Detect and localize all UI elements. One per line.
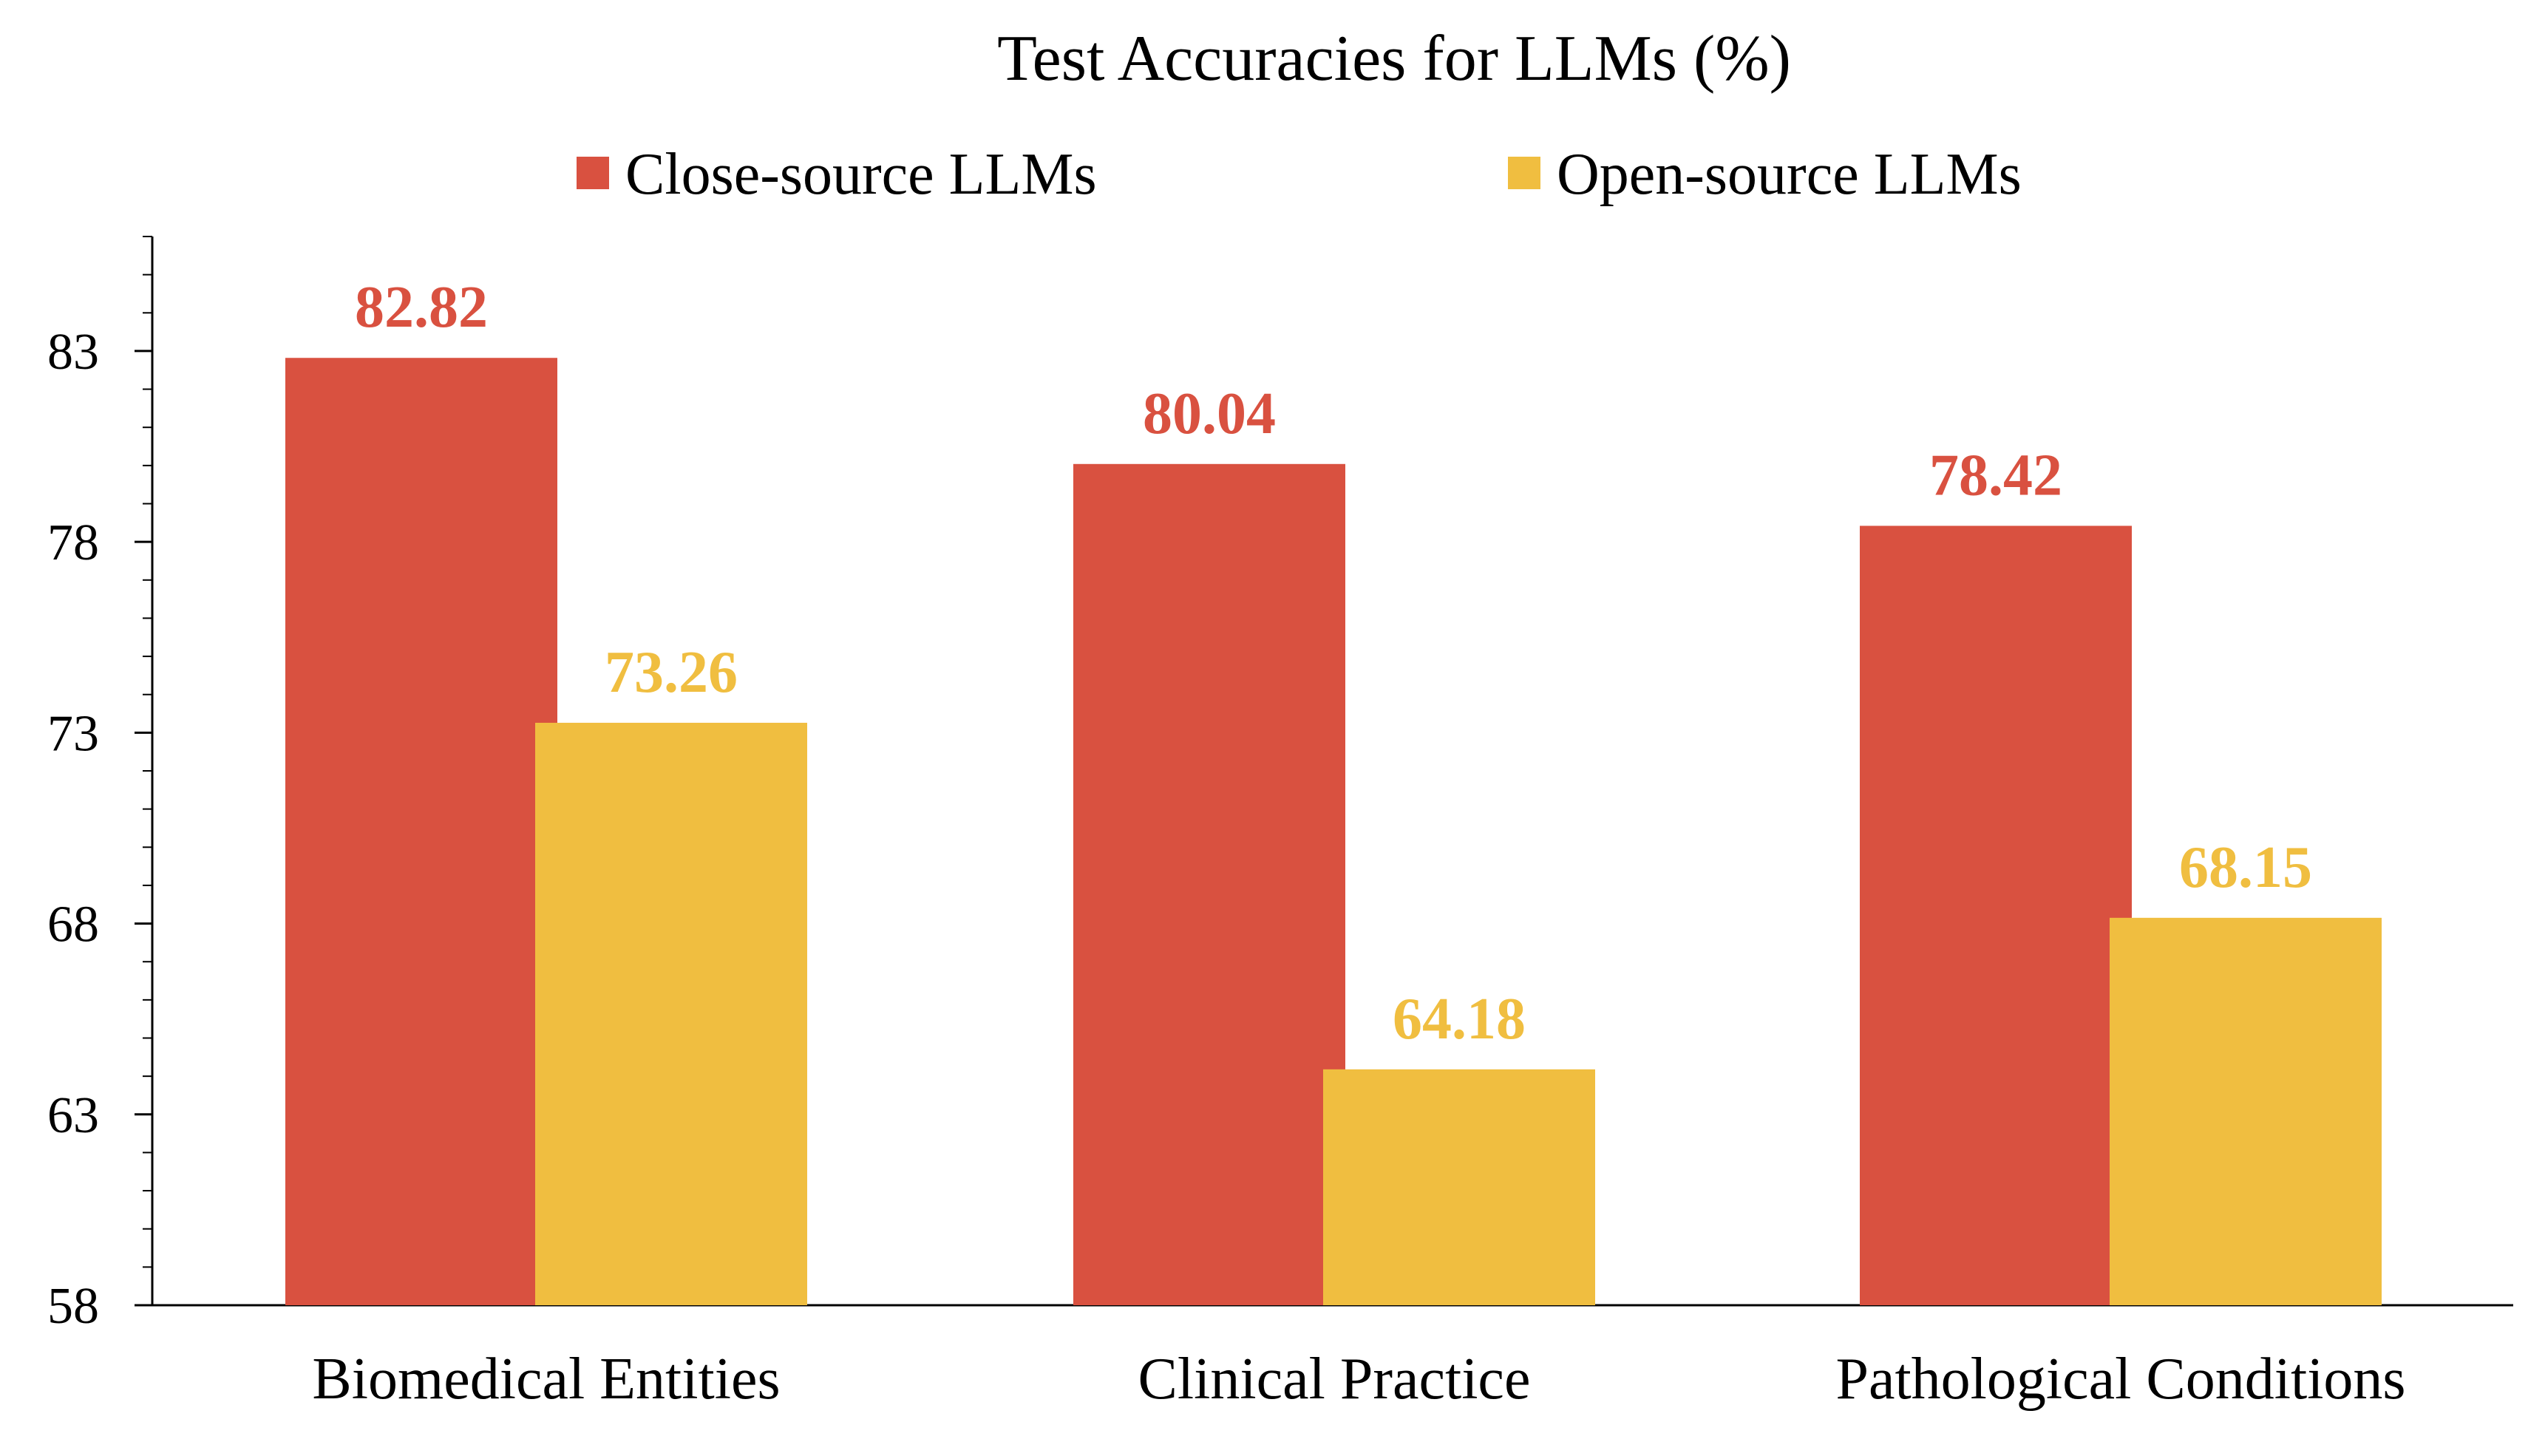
category-label: Pathological Conditions (1835, 1347, 2405, 1412)
y-tick-label: 58 (47, 1278, 99, 1335)
legend: Close-source LLMs Open-source LLMs (577, 142, 2022, 207)
bar-close-source (1860, 525, 2132, 1305)
y-tick-label: 78 (47, 514, 99, 571)
category-label: Biomedical Entities (312, 1347, 780, 1412)
category-labels-group: Biomedical Entities Clinical Practice Path… (312, 1347, 2405, 1412)
bars-group (285, 358, 2382, 1306)
value-label-open-source: 68.15 (2179, 835, 2312, 900)
bar-open-source (2110, 917, 2382, 1305)
y-tick-label: 63 (47, 1087, 99, 1144)
bar-close-source (1073, 463, 1345, 1305)
bar-open-source (535, 722, 807, 1305)
chart-title: Test Accuracies for LLMs (%) (997, 23, 1791, 95)
legend-swatch-close-source (577, 157, 609, 189)
bar-open-source (1323, 1069, 1595, 1305)
category-label: Clinical Practice (1138, 1347, 1531, 1412)
y-tick-label: 68 (47, 897, 99, 953)
value-label-open-source: 73.26 (605, 640, 738, 705)
legend-label-open-source: Open-source LLMs (1557, 142, 2022, 207)
value-label-close-source: 80.04 (1143, 381, 1276, 446)
y-tick-label: 83 (47, 324, 99, 381)
legend-swatch-open-source (1508, 157, 1540, 189)
legend-label-close-source: Close-source LLMs (625, 142, 1097, 207)
value-label-close-source: 82.82 (355, 275, 488, 340)
bar-close-source (285, 358, 557, 1306)
y-tick-label: 73 (47, 705, 99, 762)
value-label-open-source: 64.18 (1393, 987, 1526, 1052)
value-label-close-source: 78.42 (1929, 443, 2062, 508)
y-axis: 58 63 68 73 78 83 (47, 236, 154, 1335)
value-labels-group: 82.82 73.26 80.04 64.18 78.42 68.15 (355, 275, 2312, 1052)
